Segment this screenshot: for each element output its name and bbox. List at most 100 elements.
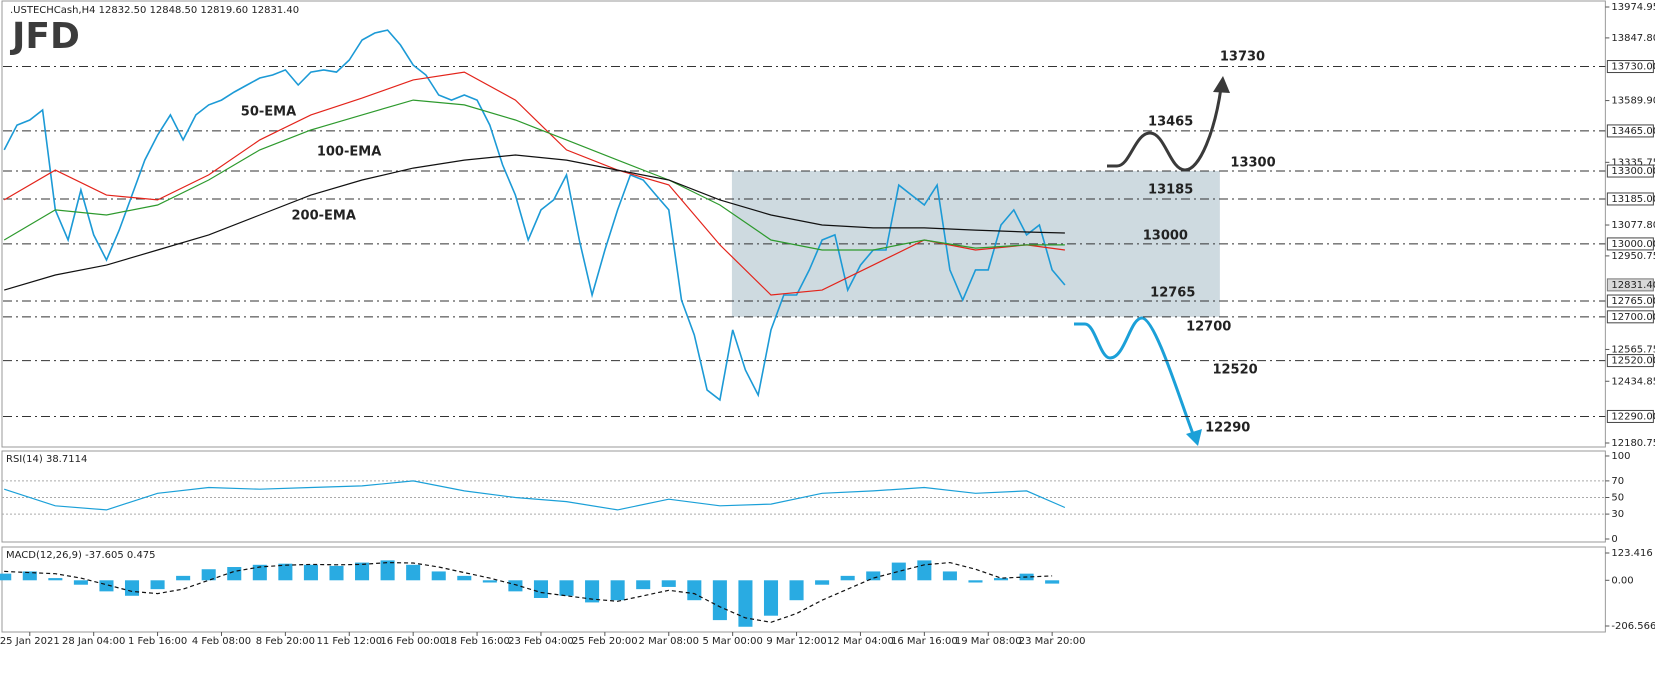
bullish-projection <box>1107 87 1223 172</box>
panel-frame <box>1 450 1606 543</box>
series-line <box>4 561 1053 623</box>
macd-bar <box>610 580 625 601</box>
level-annotation: 13465 <box>1148 115 1193 130</box>
y-tick-label: 13077.80 <box>1611 220 1655 231</box>
macd-bar <box>0 573 12 581</box>
level-annotation: 13185 <box>1148 183 1193 198</box>
level-axis-label: 13300.00 <box>1611 166 1655 177</box>
macd-bar <box>278 563 293 581</box>
panel-frame <box>1 546 1606 633</box>
x-tick-label: 11 Feb 12:00 <box>316 636 382 647</box>
macd-bar <box>201 569 216 581</box>
y-tick-label: 0.00 <box>1611 575 1633 586</box>
level-box <box>1606 124 1654 138</box>
macd-bar <box>1045 580 1060 584</box>
level-axis-label: 13465.00 <box>1611 126 1655 137</box>
y-tick-label: 13847.80 <box>1611 33 1655 44</box>
level-annotation: 12765 <box>1150 286 1195 301</box>
macd-bar <box>508 580 523 592</box>
macd-bar <box>380 560 395 581</box>
y-tick-label: 12180.75 <box>1611 438 1655 449</box>
level-axis-label: 12290.00 <box>1611 411 1655 422</box>
x-tick-label: 4 Feb 08:00 <box>192 636 251 647</box>
macd-bar <box>738 580 753 627</box>
macd-bar <box>482 580 497 583</box>
macd-bar <box>99 580 114 592</box>
y-tick-label: 13589.90 <box>1611 96 1655 107</box>
y-tick-label: 50 <box>1611 492 1624 503</box>
level-annotation: 12520 <box>1212 363 1257 378</box>
x-tick-label: 23 Feb 04:00 <box>508 636 574 647</box>
macd-bar <box>815 580 830 585</box>
level-axis-label: 13185.00 <box>1611 194 1655 205</box>
macd-bar <box>533 580 548 598</box>
macd-bar <box>891 562 906 581</box>
level-box <box>1606 237 1654 251</box>
ema-line <box>3 71 1065 296</box>
ema-label: 100-EMA <box>317 145 381 160</box>
y-tick-label: 13974.95 <box>1611 2 1655 13</box>
x-tick-label: 12 Mar 04:00 <box>827 636 894 647</box>
macd-bar <box>303 564 318 581</box>
y-tick-label: 13335.75 <box>1611 157 1655 168</box>
macd-bar <box>840 575 855 581</box>
macd-bar <box>789 580 804 601</box>
macd-bar <box>227 567 242 581</box>
bearish-projection <box>1074 316 1195 435</box>
level-box <box>1606 164 1654 178</box>
y-tick-label: 100 <box>1611 451 1630 462</box>
macd-bar <box>406 564 421 581</box>
y-tick-label: 12950.75 <box>1611 251 1655 262</box>
x-tick-label: 19 Mar 08:00 <box>955 636 1022 647</box>
y-tick-label: 12565.75 <box>1611 344 1655 355</box>
level-axis-label: 12520.00 <box>1611 356 1655 367</box>
macd-bar <box>712 580 727 621</box>
y-tick-label: 70 <box>1611 476 1624 487</box>
macd-bar <box>661 580 676 587</box>
macd-bar <box>252 564 267 581</box>
level-annotation: 12290 <box>1205 421 1250 436</box>
y-tick-label: 12434.85 <box>1611 376 1655 387</box>
x-tick-label: 25 Jan 2021 <box>0 636 60 647</box>
macd-bar <box>763 580 779 616</box>
macd-bar <box>457 575 472 581</box>
x-tick-label: 2 Mar 08:00 <box>639 636 699 647</box>
level-box <box>1606 310 1654 324</box>
header-title: .USTECHCash,H4 12832.50 12848.50 12819.6… <box>10 5 299 16</box>
macd-bar <box>176 575 191 581</box>
x-tick-label: 1 Feb 16:00 <box>128 636 187 647</box>
macd-bar <box>968 580 983 583</box>
x-tick-label: 9 Mar 12:00 <box>766 636 826 647</box>
ema-line <box>4 154 1065 291</box>
series-line <box>4 480 1066 511</box>
arrow-head <box>1186 429 1202 446</box>
macd-bar <box>942 571 957 581</box>
macd-bar <box>993 578 1009 581</box>
macd-bar <box>22 571 37 581</box>
macd-bar <box>355 562 370 581</box>
x-tick-label: 5 Mar 00:00 <box>702 636 762 647</box>
macd-bar <box>585 580 600 603</box>
series-line <box>3 29 1066 402</box>
arrow-head <box>1213 76 1230 93</box>
macd-bar <box>917 560 932 581</box>
x-tick-label: 23 Mar 20:00 <box>1019 636 1086 647</box>
y-tick-label: 30 <box>1611 509 1624 520</box>
x-tick-label: 16 Mar 16:00 <box>891 636 958 647</box>
macd-bar <box>73 580 88 585</box>
level-axis-label: 13000.00 <box>1611 239 1655 250</box>
level-box <box>1606 294 1654 308</box>
ema-line <box>3 99 1065 251</box>
current-price-label: 12831.40 <box>1611 280 1655 291</box>
level-annotation: 13000 <box>1143 229 1188 244</box>
current-price-box <box>1606 278 1654 292</box>
macd-bar <box>329 565 344 581</box>
x-tick-label: 8 Feb 20:00 <box>256 636 315 647</box>
macd-bar <box>636 580 651 590</box>
level-box <box>1606 192 1654 206</box>
y-tick-label: 0 <box>1611 534 1617 545</box>
level-box <box>1606 354 1654 368</box>
level-annotation: 13730 <box>1220 50 1265 65</box>
ema-label: 200-EMA <box>291 209 355 224</box>
macd-bar <box>48 578 63 581</box>
